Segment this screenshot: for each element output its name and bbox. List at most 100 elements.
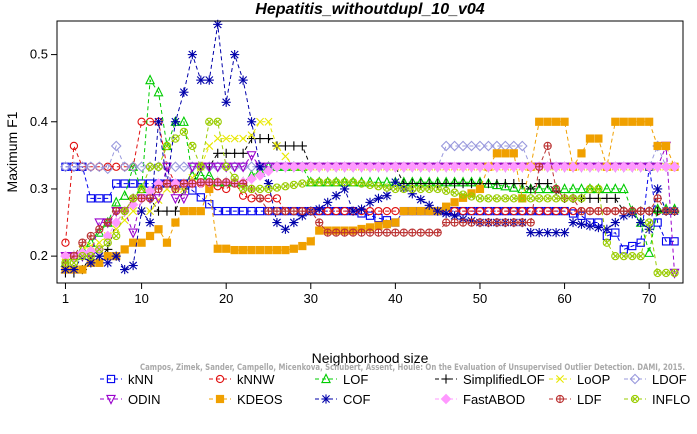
data-point-fastabod — [297, 161, 308, 173]
data-point-loop — [95, 238, 104, 247]
legend-marker-ldof — [629, 373, 641, 385]
data-point-ldf — [484, 218, 493, 227]
data-point-fastabod — [516, 161, 528, 173]
data-point-kdeos — [315, 226, 324, 235]
data-point-cof — [559, 228, 570, 238]
data-point-inflo — [560, 194, 569, 203]
data-point-kdeos — [450, 198, 459, 207]
data-point-ldf — [585, 206, 595, 216]
data-point-inflo — [628, 251, 637, 261]
data-point-inflo — [69, 258, 79, 267]
data-point-fastabod — [626, 161, 638, 173]
data-point-inflo — [120, 206, 129, 216]
data-point-ldf — [264, 206, 273, 216]
legend-item-lof: LOF — [315, 372, 368, 387]
data-point-ldof — [119, 161, 131, 173]
data-point-inflo — [196, 162, 205, 171]
data-point-fastabod — [110, 217, 122, 228]
legend-marker-ldf — [555, 394, 565, 404]
data-point-fastabod — [660, 161, 672, 173]
data-point-kdeos — [120, 245, 129, 254]
data-point-loop — [205, 141, 214, 150]
legend-label: LoOP — [577, 372, 610, 387]
data-point-ldof — [170, 161, 181, 173]
data-point-kdeos — [145, 231, 155, 241]
data-point-inflo — [492, 194, 502, 203]
data-point-ldf — [323, 228, 332, 237]
data-point-lof — [534, 183, 545, 194]
data-point-ldf — [188, 179, 197, 188]
data-point-fastabod — [280, 161, 291, 173]
data-point-fastabod — [102, 230, 114, 242]
data-point-cof — [196, 75, 206, 85]
data-point-cof — [213, 19, 223, 29]
data-point-knn — [628, 241, 637, 251]
data-point-fastabod — [567, 161, 579, 173]
data-point-ldof — [85, 161, 97, 173]
data-point-ldof — [466, 140, 477, 152]
data-point-ldf — [433, 228, 442, 237]
data-point-inflo — [205, 117, 214, 126]
data-point-cof — [314, 204, 324, 214]
data-point-fastabod — [457, 161, 469, 173]
data-point-inflo — [171, 134, 180, 143]
data-point-kdeos — [272, 245, 282, 255]
data-point-kdeos — [264, 245, 273, 255]
data-point-ldf — [611, 206, 620, 216]
legend-label: COF — [343, 392, 371, 407]
data-point-cof — [543, 228, 553, 238]
data-point-fastabod — [542, 161, 553, 173]
data-point-knnw — [492, 206, 502, 216]
data-point-kdeos — [298, 241, 307, 251]
data-point-kdeos — [408, 207, 417, 216]
data-point-fastabod — [440, 161, 452, 173]
data-point-simplifiedlof — [517, 178, 527, 189]
data-point-inflo — [585, 184, 595, 194]
data-point-ldf — [399, 228, 408, 237]
data-point-ldof — [127, 161, 139, 173]
data-point-kdeos — [162, 238, 172, 247]
data-point-knnw — [247, 194, 256, 203]
data-point-lof — [568, 183, 579, 194]
data-point-fastabod — [576, 161, 587, 173]
data-point-ldf — [492, 218, 502, 227]
legend-item-cof: COF — [315, 392, 371, 407]
data-point-inflo — [543, 194, 552, 203]
data-point-ldof — [110, 140, 122, 152]
data-point-kdeos — [171, 218, 180, 227]
data-point-inflo — [357, 179, 366, 188]
data-point-knn — [611, 228, 620, 237]
legend-marker-kdeos — [215, 394, 225, 404]
data-point-fastabod — [356, 161, 367, 173]
data-point-lof — [644, 246, 655, 257]
data-point-simplifiedlof — [289, 141, 299, 151]
data-point-inflo — [577, 194, 586, 203]
data-point-cof — [653, 184, 663, 194]
data-point-simplifiedlof — [230, 148, 240, 158]
data-point-knnw — [238, 191, 248, 200]
legend-item-inflo: INFLO — [624, 392, 690, 407]
data-point-fastabod — [652, 161, 663, 173]
data-point-cof — [585, 221, 595, 231]
data-point-loop — [213, 134, 222, 143]
data-point-fastabod — [288, 161, 300, 173]
data-point-ldf — [95, 225, 104, 234]
data-point-cof — [331, 191, 341, 201]
data-point-loop — [239, 134, 248, 143]
data-point-knn — [568, 209, 578, 218]
legend-label: INFLO — [652, 392, 690, 407]
data-point-ldf — [636, 206, 645, 216]
data-point-ldf — [171, 184, 180, 194]
data-point-fastabod — [466, 161, 477, 173]
legend-label: LDF — [577, 392, 602, 407]
data-point-knn — [95, 194, 104, 203]
data-point-inflo — [340, 178, 349, 187]
data-point-inflo — [391, 184, 400, 194]
data-point-cof — [103, 258, 113, 268]
data-point-simplifiedlof — [653, 206, 663, 216]
data-point-cof — [576, 219, 587, 229]
data-point-knnw — [374, 206, 383, 216]
data-point-cof — [246, 117, 257, 127]
data-point-fastabod — [313, 161, 325, 173]
